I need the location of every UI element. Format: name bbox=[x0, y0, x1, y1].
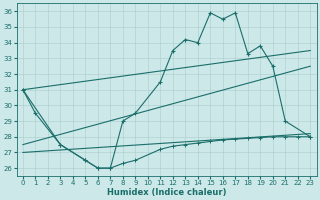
X-axis label: Humidex (Indice chaleur): Humidex (Indice chaleur) bbox=[107, 188, 226, 197]
